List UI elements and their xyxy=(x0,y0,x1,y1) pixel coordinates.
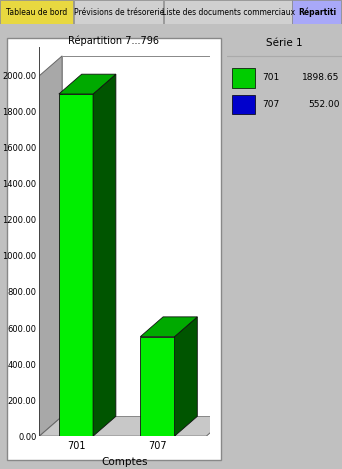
Text: Prévisions de trésorerie: Prévisions de trésorerie xyxy=(74,8,164,17)
Bar xyxy=(164,0,292,24)
Text: Tableau de bord: Tableau de bord xyxy=(6,8,67,17)
Polygon shape xyxy=(140,337,174,436)
Polygon shape xyxy=(39,416,229,436)
Bar xyxy=(74,0,163,24)
X-axis label: Comptes: Comptes xyxy=(102,457,148,467)
Text: Répartition 7...796: Répartition 7...796 xyxy=(68,36,159,46)
Bar xyxy=(232,95,255,114)
Bar xyxy=(0,0,73,24)
Polygon shape xyxy=(62,56,229,416)
Polygon shape xyxy=(93,74,116,436)
Polygon shape xyxy=(140,317,197,337)
Bar xyxy=(292,0,341,24)
Text: 1898.65: 1898.65 xyxy=(302,73,340,82)
Polygon shape xyxy=(174,317,197,436)
Text: Liste des documents commerciaux: Liste des documents commerciaux xyxy=(162,8,295,17)
Bar xyxy=(232,68,255,88)
Text: 707: 707 xyxy=(262,100,279,109)
Text: 701: 701 xyxy=(262,73,279,82)
Text: 552.00: 552.00 xyxy=(308,100,340,109)
Polygon shape xyxy=(59,74,116,94)
Text: Répartiti: Répartiti xyxy=(298,8,336,17)
Text: Série 1: Série 1 xyxy=(266,38,303,48)
Polygon shape xyxy=(59,94,93,436)
Polygon shape xyxy=(39,56,62,436)
